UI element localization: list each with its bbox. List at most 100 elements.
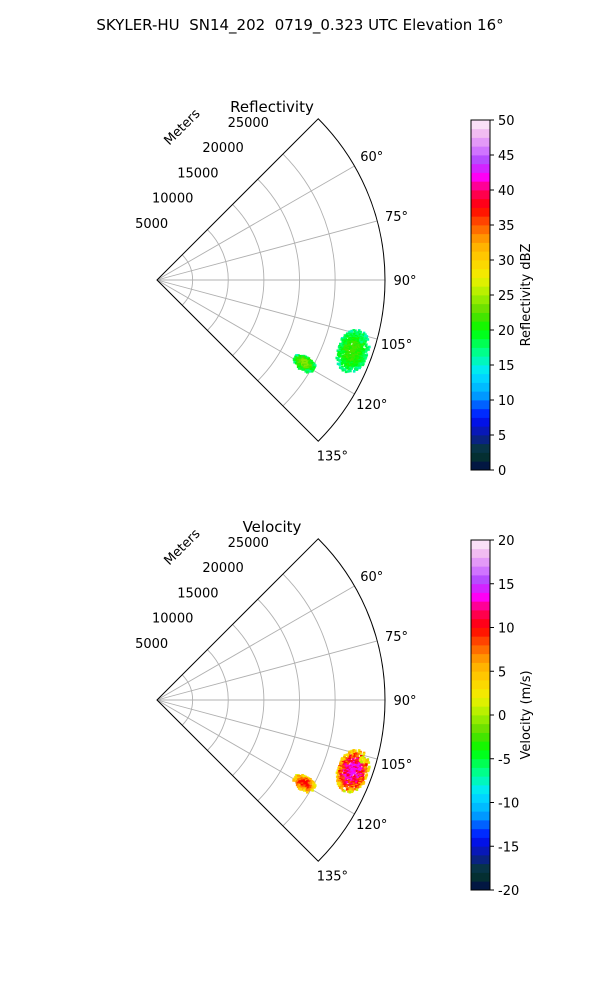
- colorbar-segment: [471, 198, 490, 208]
- echo-gate: [362, 769, 366, 773]
- colorbar-segment: [471, 268, 490, 278]
- echo-gate: [364, 770, 368, 773]
- azimuth-spoke: [156, 585, 355, 701]
- echo-gate: [357, 750, 361, 753]
- echo-gate: [339, 767, 342, 771]
- echo-gate: [348, 787, 351, 791]
- echo-gate: [299, 776, 303, 780]
- colorbar-segment: [471, 233, 490, 243]
- colorbar-segment: [471, 715, 490, 725]
- colorbar-segment: [471, 155, 490, 165]
- colorbar-segment: [471, 356, 490, 366]
- echo-gate: [307, 781, 310, 785]
- echo-gate: [302, 783, 305, 787]
- azimuth-tick-label: 90°: [393, 274, 416, 289]
- colorbar-segment: [471, 645, 490, 655]
- echo-cell: [335, 749, 371, 794]
- echo-gate: [344, 777, 348, 781]
- echo-gate: [348, 783, 351, 787]
- colorbar-segment: [471, 417, 490, 427]
- echo-gate: [300, 362, 304, 366]
- echo-gate: [351, 332, 355, 336]
- colorbar-segment: [471, 120, 490, 130]
- echo-gate: [352, 750, 355, 753]
- colorbar-segment: [471, 225, 490, 235]
- azimuth-spoke: [156, 699, 378, 760]
- echo-gate: [345, 334, 348, 338]
- echo-gate: [348, 362, 352, 365]
- colorbar-segment: [471, 601, 490, 611]
- echo-gate: [303, 784, 307, 788]
- echo-gate: [303, 368, 307, 371]
- echo-gate: [345, 359, 349, 363]
- echo-gate: [343, 364, 347, 367]
- radial-tick-label: 5000: [135, 637, 168, 652]
- echo-gate: [299, 783, 303, 787]
- echo-gate: [340, 343, 344, 346]
- colorbar-segment: [471, 251, 490, 261]
- colorbar-segment: [471, 382, 490, 392]
- colorbar-tick-label: 5: [498, 429, 506, 444]
- echo-gate: [353, 778, 357, 782]
- echo-gate: [345, 345, 349, 348]
- echo-gate: [338, 363, 341, 366]
- echo-gate: [308, 359, 312, 362]
- echo-gate: [345, 339, 349, 343]
- colorbar-segment: [471, 303, 490, 313]
- echo-gate: [357, 779, 361, 782]
- echo-gate: [367, 348, 370, 351]
- echo-gate: [366, 769, 370, 773]
- colorbar-segment: [471, 723, 490, 733]
- echo-gate: [343, 781, 346, 784]
- colorbar-tick-label: 10: [498, 394, 515, 409]
- colorbar-segment: [471, 662, 490, 672]
- azimuth-tick-label: 90°: [393, 694, 416, 709]
- colorbar-tick-label: -20: [498, 884, 519, 899]
- colorbar-segment: [471, 216, 490, 226]
- echo-gate: [304, 370, 308, 373]
- echo-gate: [353, 753, 356, 756]
- colorbar-tick-label: -15: [498, 840, 519, 855]
- colorbar-segment: [471, 373, 490, 383]
- echo-gate: [362, 334, 365, 337]
- panel-title: Velocity: [243, 518, 302, 536]
- echo-gate: [354, 761, 358, 764]
- echo-gate: [342, 777, 346, 780]
- echo-gate: [364, 350, 368, 353]
- echo-gate: [361, 757, 364, 760]
- echo-gate: [307, 784, 311, 788]
- echo-cell: [358, 755, 366, 764]
- echo-gate: [301, 356, 305, 360]
- echo-gate: [298, 365, 302, 369]
- echo-gate: [344, 366, 348, 369]
- echo-gate: [353, 354, 357, 358]
- echo-gate: [352, 329, 356, 332]
- echo-gate: [298, 785, 302, 789]
- echo-gate: [301, 777, 305, 781]
- echo-gate: [347, 755, 350, 758]
- echo-gate: [343, 334, 347, 337]
- colorbar-segment: [471, 172, 490, 182]
- echo-gate: [295, 780, 298, 784]
- echo-gate: [305, 789, 308, 792]
- polar-grid: [156, 573, 385, 862]
- echo-gate: [302, 789, 306, 792]
- azimuth-tick-label: 135°: [317, 449, 348, 464]
- echo-gate: [301, 368, 305, 371]
- echo-gate: [297, 367, 301, 370]
- echo-gate: [350, 756, 354, 759]
- radial-tick-label: 10000: [152, 192, 193, 207]
- echo-gate: [362, 752, 366, 756]
- echo-gate: [293, 360, 296, 364]
- azimuth-spoke: [156, 640, 378, 701]
- echo-gate: [351, 753, 354, 757]
- colorbar-segment: [471, 163, 490, 173]
- echo-gate: [356, 781, 360, 785]
- colorbar-segment: [471, 706, 490, 716]
- echo-gate: [360, 340, 363, 344]
- echo-gate: [295, 360, 299, 363]
- echo-gate: [340, 358, 343, 362]
- echo-gate: [350, 358, 353, 362]
- colorbar-segment: [471, 540, 490, 550]
- sector-frame: [156, 118, 386, 442]
